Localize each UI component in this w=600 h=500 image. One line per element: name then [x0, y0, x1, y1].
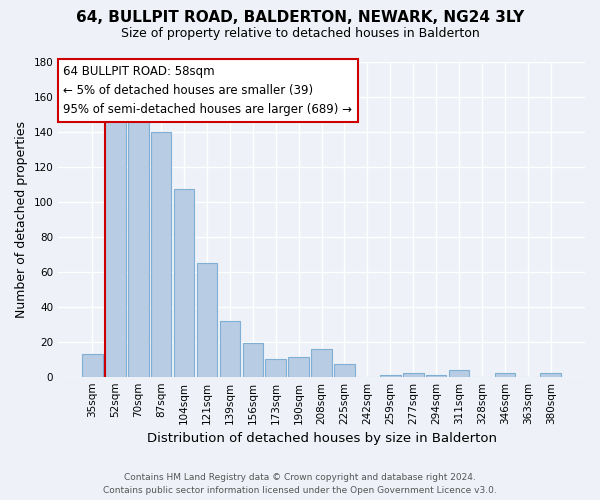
- Y-axis label: Number of detached properties: Number of detached properties: [15, 120, 28, 318]
- Text: Contains HM Land Registry data © Crown copyright and database right 2024.
Contai: Contains HM Land Registry data © Crown c…: [103, 474, 497, 495]
- Bar: [494, 373, 515, 376]
- Bar: [197, 263, 217, 376]
- Bar: [82, 354, 103, 376]
- Bar: [380, 375, 401, 376]
- Bar: [105, 114, 125, 376]
- Bar: [174, 190, 194, 376]
- X-axis label: Distribution of detached houses by size in Balderton: Distribution of detached houses by size …: [146, 432, 497, 445]
- Bar: [151, 132, 172, 376]
- Bar: [426, 375, 446, 376]
- Text: 64 BULLPIT ROAD: 58sqm
← 5% of detached houses are smaller (39)
95% of semi-deta: 64 BULLPIT ROAD: 58sqm ← 5% of detached …: [64, 64, 352, 116]
- Bar: [265, 359, 286, 376]
- Bar: [403, 373, 424, 376]
- Bar: [541, 373, 561, 376]
- Bar: [242, 344, 263, 376]
- Bar: [220, 320, 240, 376]
- Bar: [449, 370, 469, 376]
- Bar: [289, 358, 309, 376]
- Bar: [311, 348, 332, 376]
- Text: Size of property relative to detached houses in Balderton: Size of property relative to detached ho…: [121, 28, 479, 40]
- Bar: [334, 364, 355, 376]
- Bar: [128, 114, 149, 376]
- Text: 64, BULLPIT ROAD, BALDERTON, NEWARK, NG24 3LY: 64, BULLPIT ROAD, BALDERTON, NEWARK, NG2…: [76, 10, 524, 25]
